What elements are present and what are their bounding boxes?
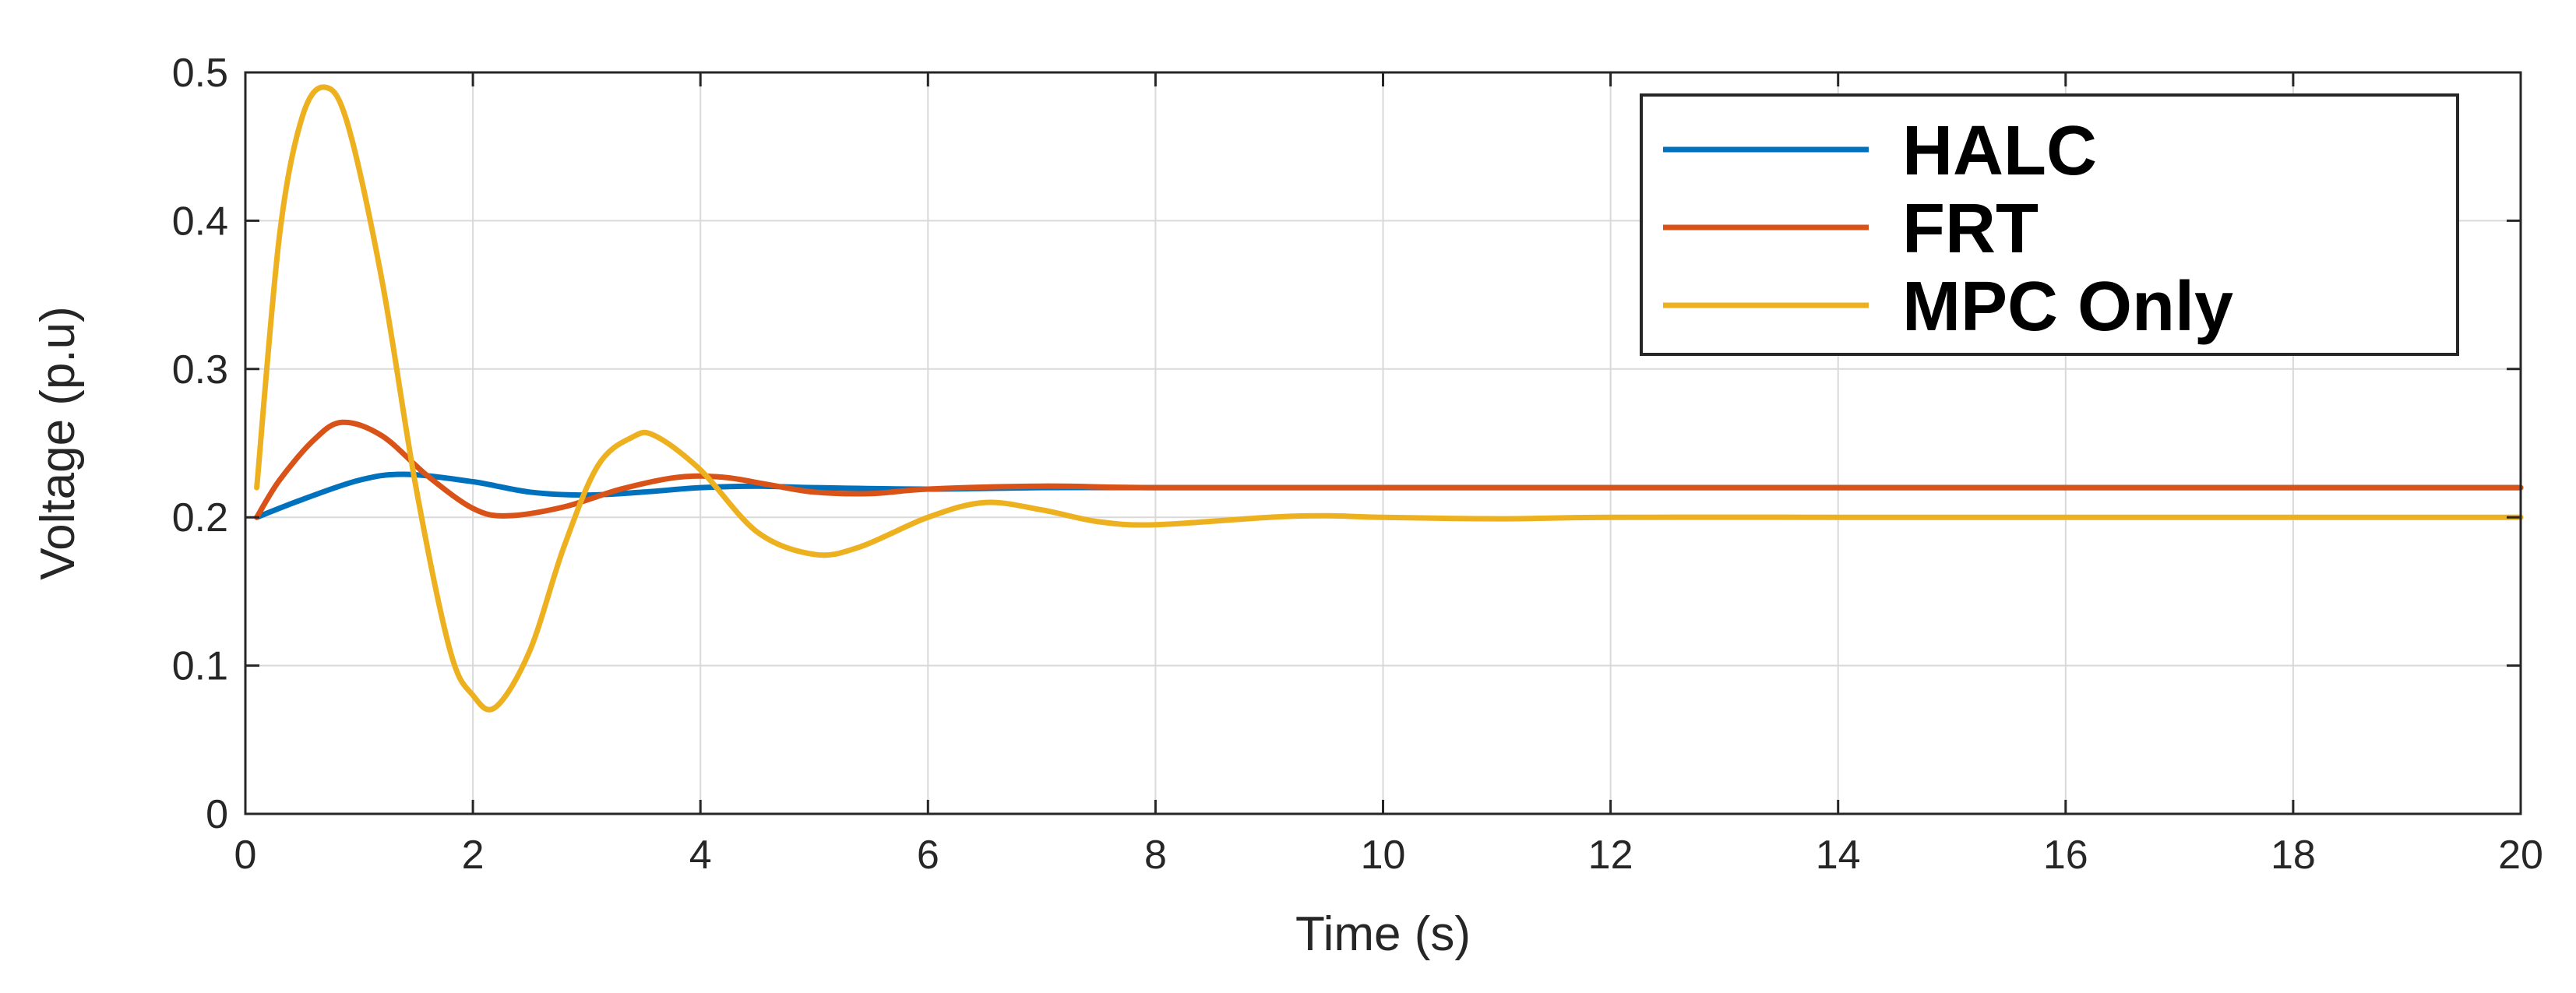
y-tick-label: 0.1 <box>172 644 228 689</box>
x-tick-label: 2 <box>462 833 485 878</box>
y-axis-label: Voltage (p.u) <box>31 306 85 580</box>
y-tick-label: 0 <box>206 792 228 837</box>
x-tick-label: 16 <box>2043 833 2088 878</box>
series-layer <box>254 84 2524 713</box>
y-tick-label: 0.2 <box>172 495 228 541</box>
series-line-frt <box>254 419 2524 520</box>
x-tick-label: 18 <box>2271 833 2316 878</box>
legend-label-mpc-only: MPC Only <box>1902 268 2233 346</box>
x-tick-label: 8 <box>1144 833 1167 878</box>
x-axis-label: Time (s) <box>1295 907 1471 961</box>
x-tick-label: 14 <box>1816 833 1861 878</box>
legend-label-frt: FRT <box>1902 190 2039 268</box>
x-tick-label: 0 <box>234 833 257 878</box>
x-tick-label: 6 <box>917 833 939 878</box>
y-tick-label: 0.5 <box>172 51 228 96</box>
series-line-mpc-only <box>254 84 2524 713</box>
x-tick-label: 12 <box>1588 833 1633 878</box>
y-tick-label: 0.4 <box>172 199 228 244</box>
x-tick-label: 20 <box>2498 833 2543 878</box>
tick-labels: 0 2 4 6 8 10 12 14 16 18 20 0 0.1 0.2 0.3 0.4 0.5 <box>172 51 2543 878</box>
ticks <box>244 71 2522 815</box>
x-tick-label: 10 <box>1361 833 1406 878</box>
y-tick-label: 0.3 <box>172 347 228 393</box>
legend-label-halc: HALC <box>1902 112 2097 190</box>
x-tick-label: 4 <box>689 833 712 878</box>
